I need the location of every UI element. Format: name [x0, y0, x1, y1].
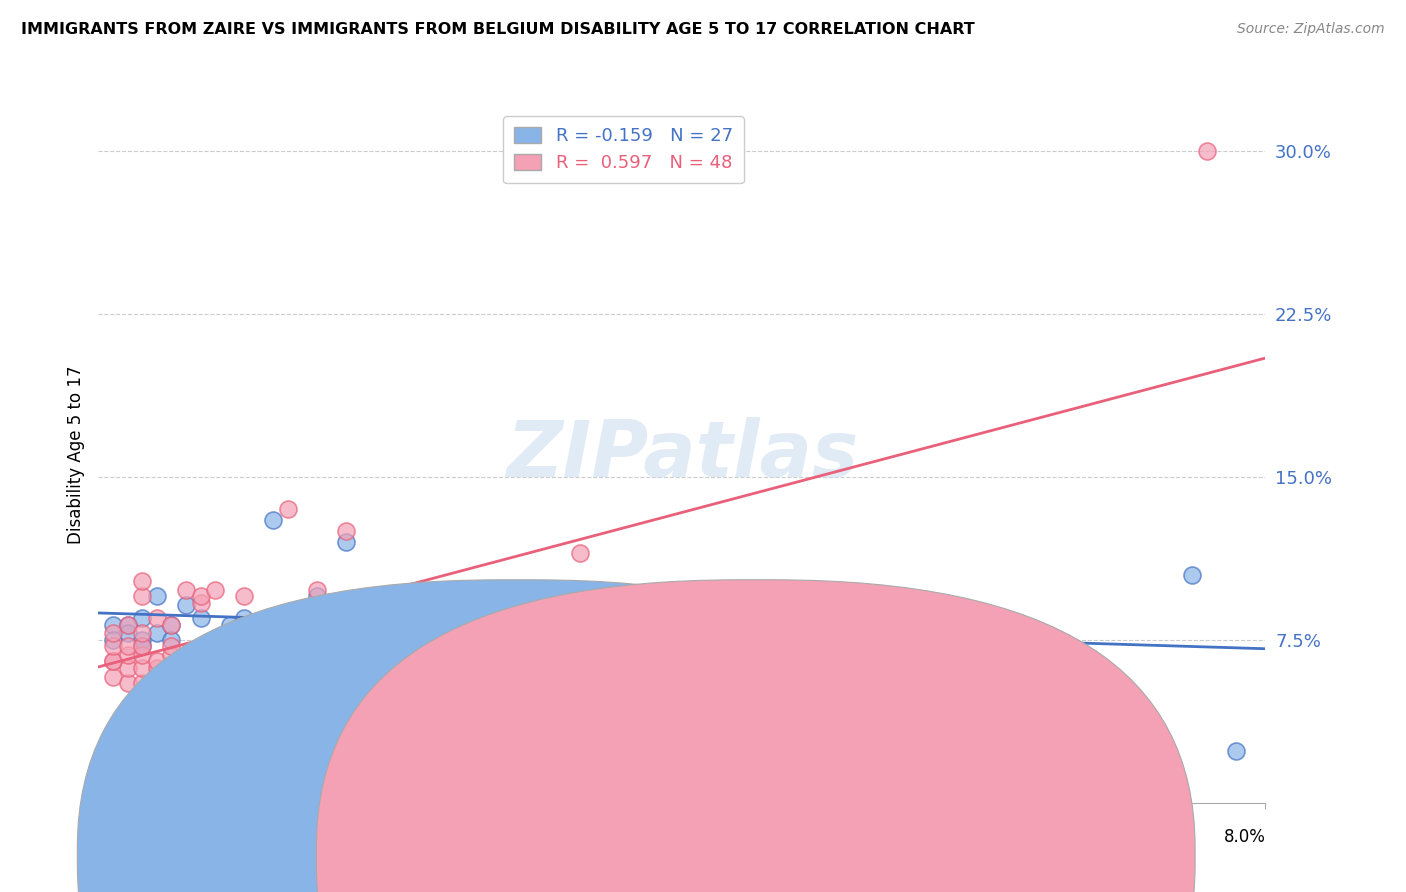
- Y-axis label: Disability Age 5 to 17: Disability Age 5 to 17: [66, 366, 84, 544]
- Point: [146, 626, 169, 640]
- Point: [817, 617, 839, 632]
- Point: [451, 632, 474, 647]
- Point: [321, 639, 343, 653]
- Point: [408, 596, 430, 610]
- Point: [131, 611, 153, 625]
- Point: [146, 655, 169, 669]
- Point: [117, 648, 139, 662]
- Point: [378, 605, 402, 619]
- Text: IMMIGRANTS FROM ZAIRE VS IMMIGRANTS FROM BELGIUM DISABILITY AGE 5 TO 17 CORRELAT: IMMIGRANTS FROM ZAIRE VS IMMIGRANTS FROM…: [21, 22, 974, 37]
- Point: [641, 617, 664, 632]
- Point: [160, 617, 183, 632]
- Point: [131, 626, 153, 640]
- Point: [117, 617, 139, 632]
- Point: [277, 502, 299, 516]
- Point: [174, 676, 197, 690]
- Point: [307, 582, 329, 597]
- Text: Immigrants from Belgium: Immigrants from Belgium: [808, 847, 1021, 865]
- Point: [131, 639, 153, 653]
- Point: [131, 648, 153, 662]
- Point: [131, 661, 153, 675]
- Point: [101, 626, 124, 640]
- Point: [101, 639, 124, 653]
- Point: [160, 639, 183, 653]
- Point: [233, 611, 256, 625]
- Point: [496, 589, 519, 603]
- Point: [174, 582, 197, 597]
- Point: [496, 611, 519, 625]
- Point: [218, 617, 240, 632]
- Point: [117, 676, 139, 690]
- Point: [307, 589, 329, 603]
- Point: [160, 648, 183, 662]
- Point: [204, 632, 226, 647]
- Point: [190, 611, 212, 625]
- Point: [101, 670, 124, 684]
- Point: [117, 617, 139, 632]
- Point: [335, 535, 357, 549]
- Point: [160, 617, 183, 632]
- Point: [218, 661, 240, 675]
- Point: [131, 574, 153, 588]
- Point: [146, 661, 169, 675]
- Legend: R = -0.159   N = 27, R =  0.597   N = 48: R = -0.159 N = 27, R = 0.597 N = 48: [503, 116, 744, 183]
- Point: [204, 582, 226, 597]
- Point: [131, 589, 153, 603]
- Point: [160, 676, 183, 690]
- Point: [117, 661, 139, 675]
- Text: Source: ZipAtlas.com: Source: ZipAtlas.com: [1237, 22, 1385, 37]
- Text: 8.0%: 8.0%: [1223, 828, 1265, 846]
- Point: [146, 611, 169, 625]
- Point: [160, 632, 183, 647]
- Text: ZIPatlas: ZIPatlas: [506, 417, 858, 493]
- Point: [378, 626, 402, 640]
- Point: [554, 632, 576, 647]
- Point: [174, 648, 197, 662]
- Point: [307, 676, 329, 690]
- Point: [1225, 744, 1247, 758]
- Point: [101, 617, 124, 632]
- Point: [131, 632, 153, 647]
- Point: [451, 661, 474, 675]
- Point: [233, 676, 256, 690]
- Point: [350, 596, 373, 610]
- Text: Immigrants from Zaire: Immigrants from Zaire: [569, 847, 756, 865]
- Point: [174, 598, 197, 612]
- Point: [117, 639, 139, 653]
- Point: [101, 632, 124, 647]
- Point: [233, 589, 256, 603]
- Point: [335, 524, 357, 538]
- Point: [101, 655, 124, 669]
- Point: [101, 655, 124, 669]
- Point: [190, 596, 212, 610]
- Point: [131, 639, 153, 653]
- Point: [641, 648, 664, 662]
- Point: [146, 589, 169, 603]
- Point: [1195, 144, 1218, 158]
- Text: 0.0%: 0.0%: [98, 828, 141, 846]
- Point: [408, 617, 430, 632]
- Point: [190, 589, 212, 603]
- Point: [568, 546, 591, 560]
- Point: [131, 676, 153, 690]
- Point: [117, 626, 139, 640]
- Point: [1181, 567, 1204, 582]
- Point: [262, 632, 284, 647]
- Point: [262, 513, 284, 527]
